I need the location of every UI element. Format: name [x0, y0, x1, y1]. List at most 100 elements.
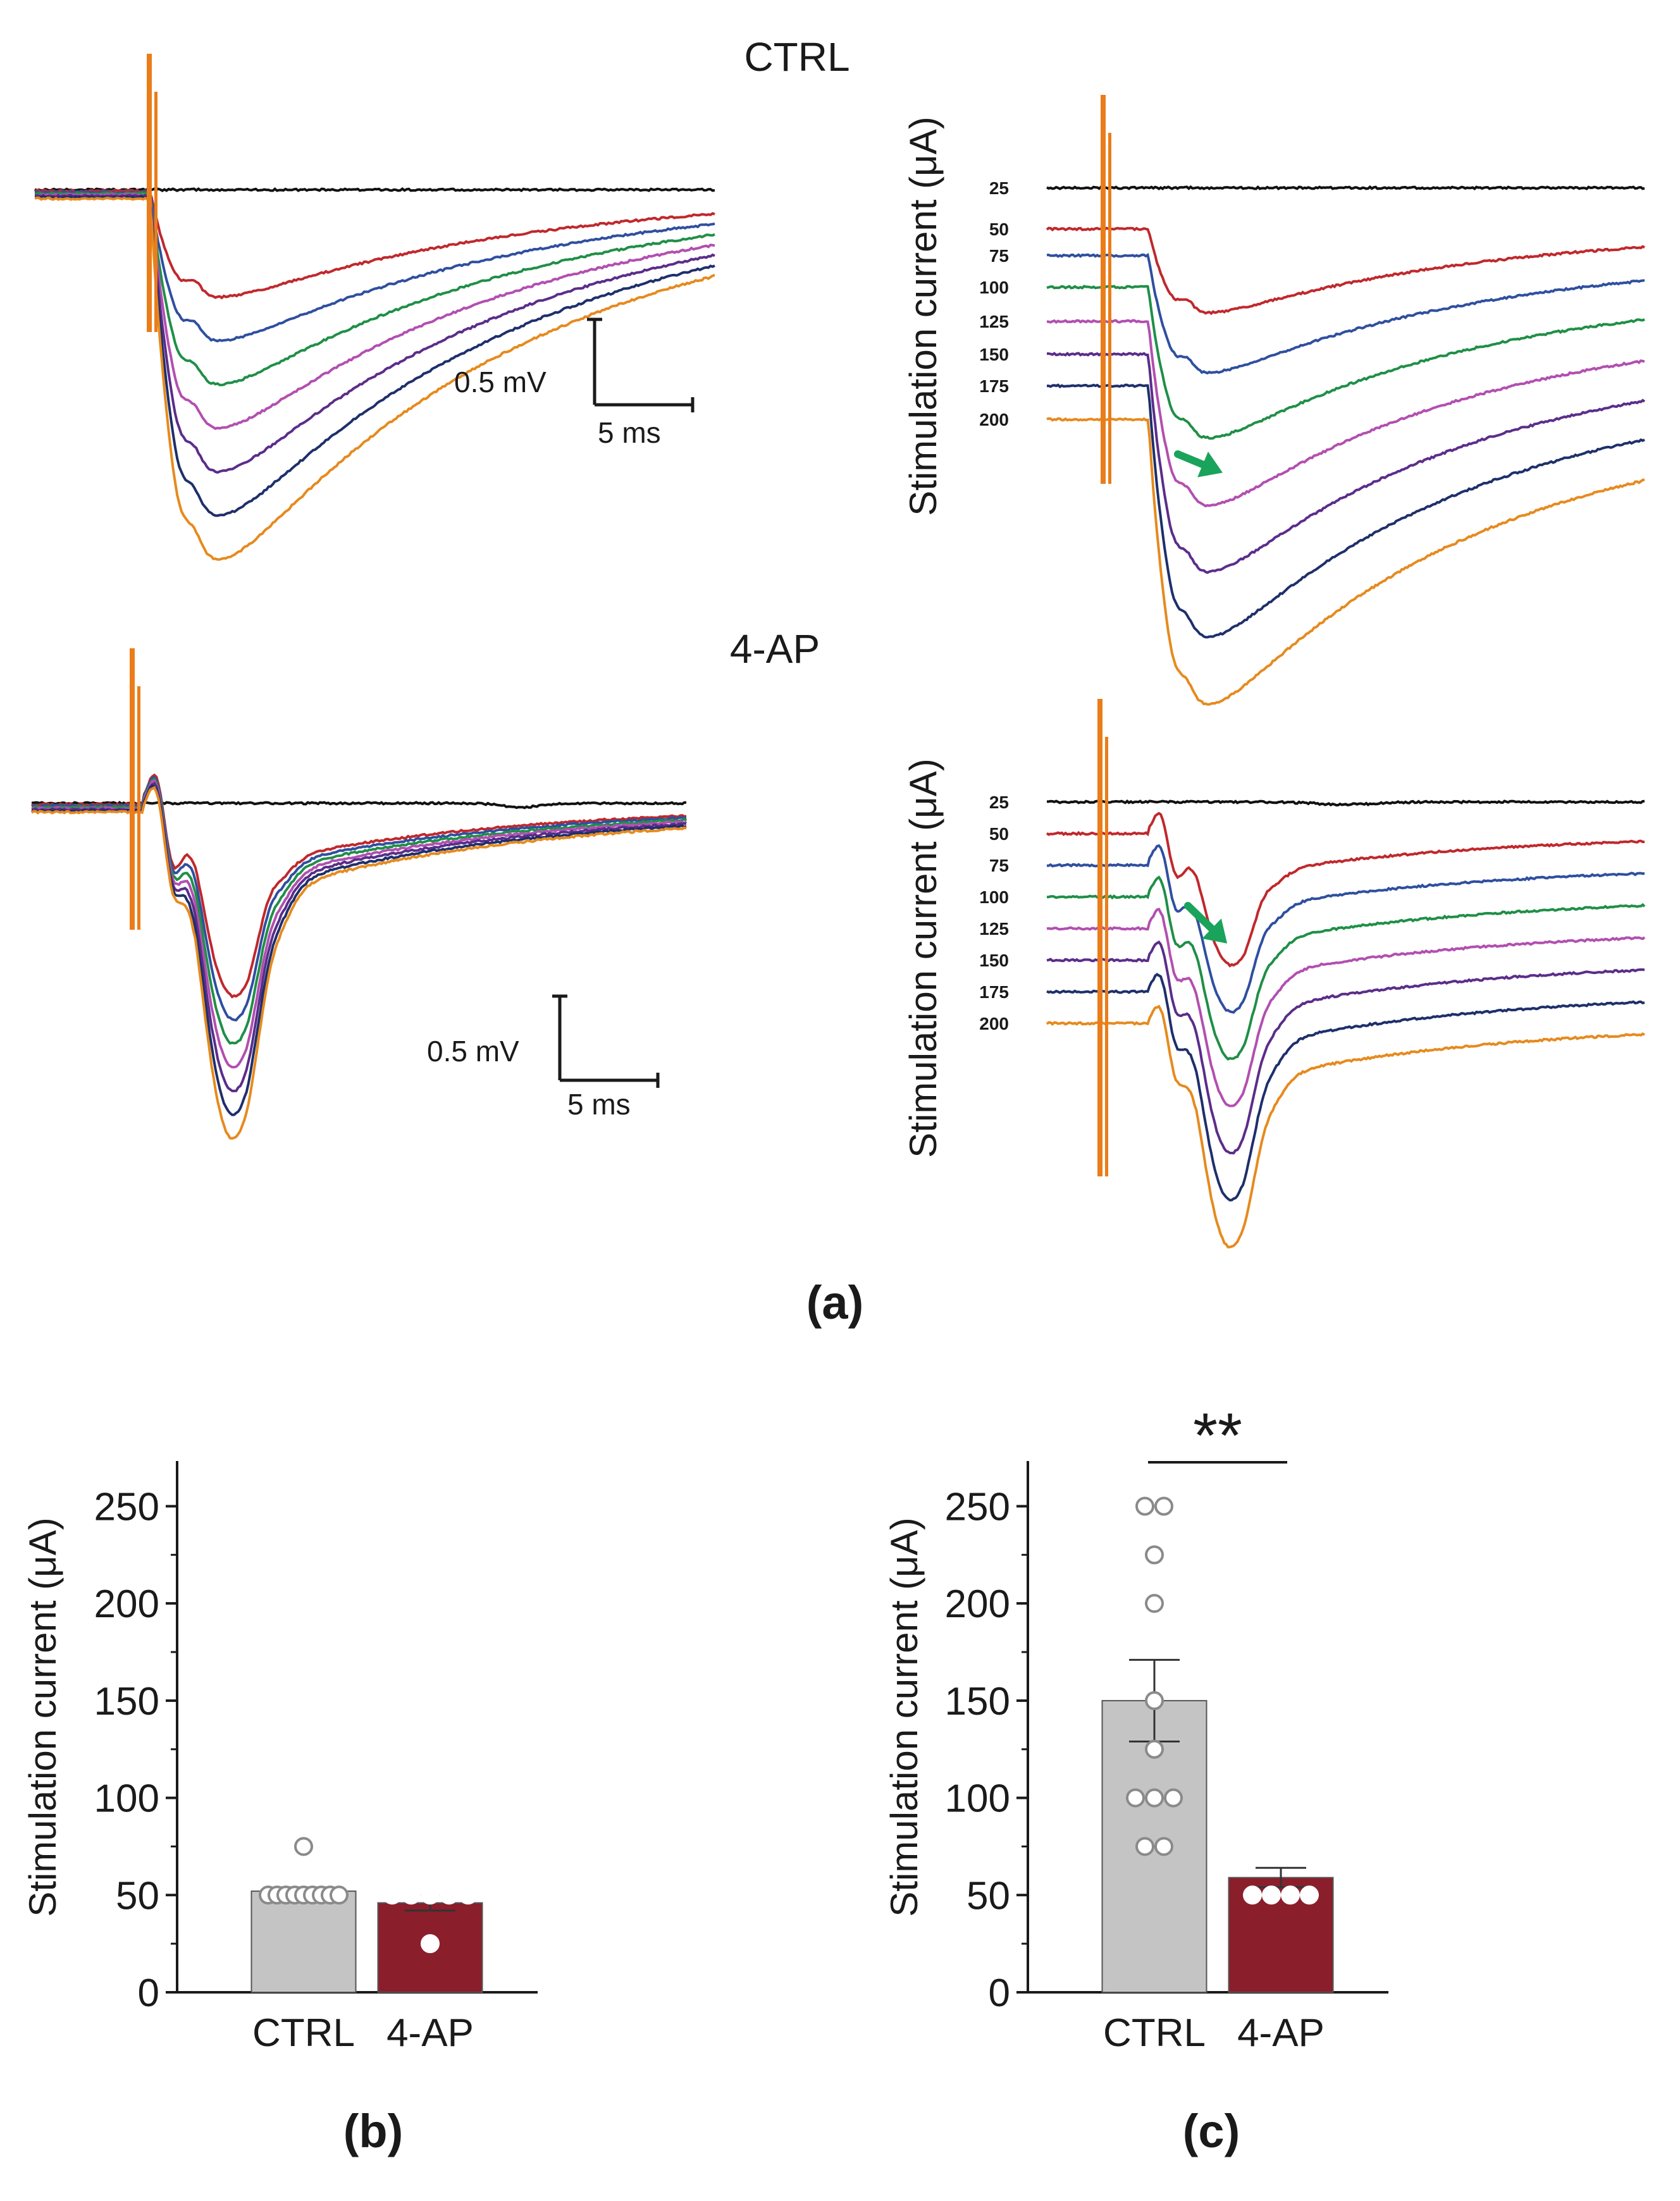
- data-point: [1145, 1594, 1164, 1613]
- 4ap-stacked-traces: 25 50 75 100 125 150 175 200: [979, 699, 1646, 1248]
- ap-stacked-trace-125: [1046, 908, 1646, 1107]
- data-point: [1135, 1496, 1154, 1516]
- ap-stacked-level-label: 150: [979, 951, 1009, 970]
- ctrl-overlay-trace-175: [35, 195, 715, 517]
- 4ap-stacked-ylabel: Stimulation current (μA): [902, 758, 944, 1157]
- 4ap-overlay-traces: [30, 648, 688, 1140]
- y-tick-label: 50: [967, 1874, 1010, 1918]
- panel-a-label: (a): [806, 1276, 863, 1329]
- data-point: [459, 1885, 478, 1905]
- ap-overlay-trace-175: [31, 784, 687, 1116]
- ap-stacked-level-label: 25: [989, 792, 1009, 812]
- ctrl-stacked-level-label: 25: [989, 178, 1009, 198]
- ap-stacked-level-label: 100: [979, 887, 1009, 907]
- significance-stars: **: [1193, 1400, 1242, 1471]
- ap-overlay-trace-200: [30, 786, 687, 1140]
- ctrl-stacked-stimulus-artifact: [1101, 95, 1106, 484]
- ap-overlay-stimulus-artifact: [130, 648, 135, 930]
- ctrl-stacked-trace-125: [1046, 319, 1645, 508]
- panel-c-label: (c): [1183, 2105, 1240, 2157]
- ap-stacked-trace-150: [1046, 940, 1645, 1155]
- y-tick-label: 250: [945, 1485, 1010, 1529]
- ap-stacked-level-label: 125: [979, 919, 1009, 939]
- data-point: [421, 1885, 440, 1905]
- y-tick-label: 50: [116, 1874, 159, 1918]
- 4ap-arrow-icon: [1184, 902, 1228, 944]
- ctrl-stacked-trace-175: [1047, 383, 1645, 639]
- y-tick-label: 200: [94, 1582, 159, 1626]
- ctrl-stacked-ylabel: Stimulation current (μA): [902, 116, 944, 515]
- ctrl-stacked-trace-150: [1047, 352, 1646, 574]
- ap-overlay-trace-100: [32, 777, 688, 1045]
- data-point: [1281, 1885, 1300, 1905]
- bar-ctrl: [250, 1890, 357, 1994]
- ctrl-stacked-level-label: 175: [979, 376, 1009, 396]
- chart-c: 0 50 100 150 200 250 CTRL 4-AP **: [945, 1400, 1388, 2055]
- data-point: [1262, 1885, 1281, 1905]
- ctrl-overlay-trace-125: [34, 192, 715, 430]
- ap-stacked-stimulus-artifact: [1105, 737, 1108, 1176]
- data-point: [402, 1885, 421, 1905]
- x-tick-label: CTRL: [252, 2011, 355, 2055]
- ctrl-overlay-stimulus-artifact: [154, 92, 158, 332]
- ap-stacked-level-label: 50: [989, 824, 1009, 844]
- data-point: [1243, 1885, 1262, 1905]
- data-point: [1164, 1788, 1183, 1808]
- 4ap-scale-time: 5 ms: [567, 1088, 631, 1121]
- ctrl-scale-time: 5 ms: [598, 416, 661, 449]
- panel-a: CTRL 4-AP 25 50 75 100 125 150 175 200 25 50 75 10…: [30, 34, 1646, 1329]
- panel-c-ylabel: Stimulation current (μA): [883, 1517, 925, 1916]
- y-tick-label: 150: [94, 1680, 159, 1723]
- ap-stacked-trace-200: [1046, 1004, 1645, 1248]
- ap-stacked-level-label: 175: [979, 982, 1009, 1002]
- panel-b-ylabel: Stimulation current (μA): [22, 1517, 64, 1916]
- y-tick-label: 200: [945, 1582, 1010, 1626]
- bar-4-ap: [377, 1902, 483, 1993]
- ctrl-title: CTRL: [744, 34, 849, 80]
- y-tick-label: 0: [138, 1971, 159, 2015]
- data-point: [1281, 1837, 1300, 1856]
- data-point: [1145, 1788, 1164, 1808]
- y-tick-label: 100: [94, 1777, 159, 1821]
- ap-stacked-trace-175: [1046, 973, 1645, 1202]
- data-point: [1135, 1837, 1154, 1856]
- ap-overlay-trace-50: [30, 773, 687, 999]
- data-point: [1145, 1739, 1164, 1759]
- data-point: [440, 1885, 459, 1905]
- ctrl-scale-bar: [587, 318, 695, 412]
- data-point: [330, 1885, 349, 1905]
- y-tick-label: 150: [945, 1680, 1010, 1723]
- data-point: [1145, 1545, 1164, 1565]
- ap-overlay-stimulus-artifact: [137, 686, 140, 930]
- ctrl-stacked-trace-75: [1046, 252, 1645, 375]
- ap-stacked-trace-25: [1047, 799, 1645, 807]
- data-point: [1145, 1691, 1164, 1710]
- ctrl-stacked-trace-200: [1046, 417, 1645, 706]
- ap-stacked-trace-100: [1047, 875, 1646, 1061]
- ctrl-stacked-trace-100: [1046, 285, 1645, 440]
- 4ap-title: 4-AP: [730, 626, 820, 672]
- ap-stacked-stimulus-artifact: [1097, 699, 1102, 1176]
- data-point: [383, 1885, 402, 1905]
- y-tick-label: 250: [94, 1485, 159, 1529]
- ap-stacked-level-label: 75: [989, 856, 1009, 875]
- data-point: [294, 1837, 313, 1856]
- data-point: [1126, 1788, 1145, 1808]
- ap-stacked-level-label: 200: [979, 1014, 1009, 1033]
- ctrl-arrow-icon: [1174, 450, 1223, 478]
- ctrl-stacked-level-label: 100: [979, 278, 1009, 297]
- panel-b-label: (b): [343, 2105, 404, 2157]
- ctrl-scale-voltage: 0.5 mV: [454, 366, 547, 398]
- y-tick-label: 100: [945, 1777, 1010, 1821]
- ap-stacked-trace-50: [1046, 811, 1645, 968]
- ap-stacked-trace-75: [1046, 844, 1645, 1014]
- x-tick-label: 4-AP: [386, 2011, 474, 2055]
- ctrl-stacked-stimulus-artifact: [1108, 133, 1111, 484]
- ctrl-stacked-level-label: 150: [979, 345, 1009, 364]
- data-point: [421, 1934, 440, 1954]
- ctrl-overlay-trace-50: [34, 188, 715, 300]
- panel-b: Stimulation current (μA) 0 50 100 150 200 250…: [22, 1461, 538, 2157]
- ctrl-overlay-stimulus-artifact: [147, 54, 152, 332]
- ctrl-stacked-level-label: 200: [979, 410, 1009, 429]
